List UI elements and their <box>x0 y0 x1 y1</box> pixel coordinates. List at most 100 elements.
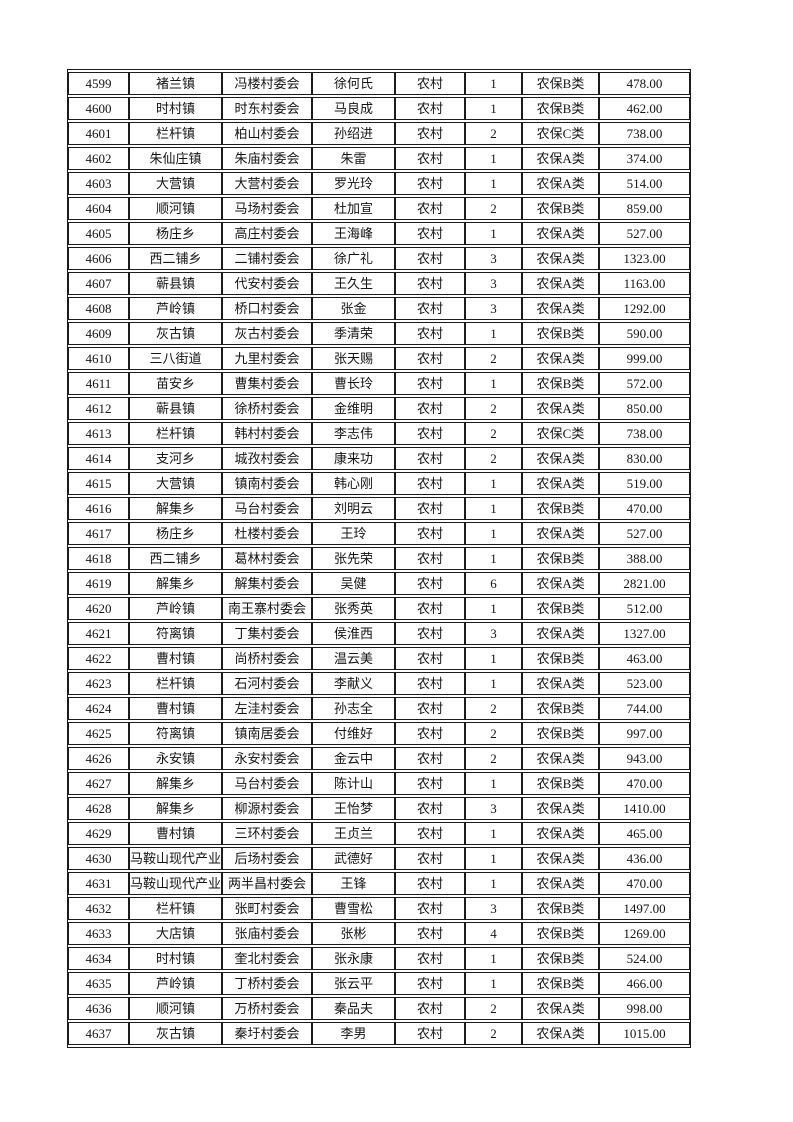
cell-insurance-category: 农保A类 <box>522 297 600 320</box>
cell-person-count: 1 <box>465 322 523 345</box>
cell-insurance-category: 农保C类 <box>522 122 600 145</box>
table-row: 4628 解集乡 柳源村委会 王怡梦 农村 3 农保A类 1410.00 <box>68 797 691 820</box>
cell-village-committee: 马场村委会 <box>222 197 313 220</box>
table-row: 4620 芦岭镇 南王寨村委会 张秀英 农村 1 农保B类 512.00 <box>68 597 691 620</box>
cell-record-number: 4614 <box>68 447 129 470</box>
cell-area-type: 农村 <box>395 122 466 145</box>
cell-town-name: 栏杆镇 <box>129 672 223 695</box>
cell-person-name: 王海峰 <box>312 222 396 245</box>
cell-record-number: 4629 <box>68 822 129 845</box>
table-row: 4634 时村镇 奎北村委会 张永康 农村 1 农保B类 524.00 <box>68 947 691 970</box>
cell-person-count: 2 <box>465 1022 523 1045</box>
cell-amount: 527.00 <box>599 522 691 545</box>
cell-village-committee: 徐桥村委会 <box>222 397 313 420</box>
cell-person-name: 李志伟 <box>312 422 396 445</box>
cell-record-number: 4618 <box>68 547 129 570</box>
cell-town-name: 芦岭镇 <box>129 297 223 320</box>
cell-village-committee: 二铺村委会 <box>222 247 313 270</box>
table-row: 4633 大店镇 张庙村委会 张彬 农村 4 农保B类 1269.00 <box>68 922 691 945</box>
cell-area-type: 农村 <box>395 547 466 570</box>
cell-town-name: 时村镇 <box>129 947 223 970</box>
cell-area-type: 农村 <box>395 497 466 520</box>
cell-town-name: 顺河镇 <box>129 197 223 220</box>
cell-town-name: 栏杆镇 <box>129 897 223 920</box>
cell-village-committee: 两半昌村委会 <box>222 872 313 895</box>
cell-record-number: 4611 <box>68 372 129 395</box>
social-insurance-table: 4599 褚兰镇 冯楼村委会 徐何氏 农村 1 农保B类 478.00 4600 时村镇 时东村委会… <box>67 69 692 1048</box>
cell-insurance-category: 农保A类 <box>522 872 600 895</box>
cell-person-count: 1 <box>465 372 523 395</box>
cell-area-type: 农村 <box>395 372 466 395</box>
cell-person-count: 1 <box>465 772 523 795</box>
cell-insurance-category: 农保B类 <box>522 497 600 520</box>
cell-person-name: 武德好 <box>312 847 396 870</box>
cell-area-type: 农村 <box>395 472 466 495</box>
cell-insurance-category: 农保B类 <box>522 647 600 670</box>
cell-record-number: 4608 <box>68 297 129 320</box>
table-row: 4635 芦岭镇 丁桥村委会 张云平 农村 1 农保B类 466.00 <box>68 972 691 995</box>
cell-person-count: 2 <box>465 397 523 420</box>
table-row: 4625 符离镇 镇南居委会 付维好 农村 2 农保B类 997.00 <box>68 722 691 745</box>
cell-town-name: 褚兰镇 <box>129 72 223 95</box>
cell-person-count: 1 <box>465 72 523 95</box>
table-row: 4619 解集乡 解集村委会 吴健 农村 6 农保A类 2821.00 <box>68 572 691 595</box>
cell-area-type: 农村 <box>395 97 466 120</box>
cell-insurance-category: 农保A类 <box>522 997 600 1020</box>
cell-person-name: 韩心刚 <box>312 472 396 495</box>
cell-town-name: 朱仙庄镇 <box>129 147 223 170</box>
cell-insurance-category: 农保B类 <box>522 897 600 920</box>
cell-town-name: 顺河镇 <box>129 997 223 1020</box>
cell-town-name: 蕲县镇 <box>129 397 223 420</box>
cell-village-committee: 曹集村委会 <box>222 372 313 395</box>
cell-amount: 744.00 <box>599 697 691 720</box>
cell-area-type: 农村 <box>395 922 466 945</box>
cell-insurance-category: 农保B类 <box>522 322 600 345</box>
cell-person-count: 1 <box>465 472 523 495</box>
cell-person-name: 罗光玲 <box>312 172 396 195</box>
cell-insurance-category: 农保A类 <box>522 172 600 195</box>
cell-insurance-category: 农保B类 <box>522 597 600 620</box>
cell-person-count: 1 <box>465 647 523 670</box>
cell-person-name: 张秀英 <box>312 597 396 620</box>
cell-amount: 478.00 <box>599 72 691 95</box>
cell-record-number: 4633 <box>68 922 129 945</box>
cell-village-committee: 柏山村委会 <box>222 122 313 145</box>
table-row: 4615 大营镇 镇南村委会 韩心刚 农村 1 农保A类 519.00 <box>68 472 691 495</box>
cell-person-count: 2 <box>465 997 523 1020</box>
cell-village-committee: 万桥村委会 <box>222 997 313 1020</box>
cell-person-name: 刘明云 <box>312 497 396 520</box>
cell-person-count: 1 <box>465 872 523 895</box>
cell-insurance-category: 农保B类 <box>522 547 600 570</box>
cell-area-type: 农村 <box>395 672 466 695</box>
cell-area-type: 农村 <box>395 972 466 995</box>
cell-amount: 998.00 <box>599 997 691 1020</box>
cell-area-type: 农村 <box>395 422 466 445</box>
cell-person-count: 2 <box>465 122 523 145</box>
cell-town-name: 解集乡 <box>129 797 223 820</box>
cell-village-committee: 马台村委会 <box>222 497 313 520</box>
cell-village-committee: 时东村委会 <box>222 97 313 120</box>
cell-record-number: 4619 <box>68 572 129 595</box>
cell-town-name: 符离镇 <box>129 622 223 645</box>
cell-area-type: 农村 <box>395 797 466 820</box>
cell-person-name: 温云美 <box>312 647 396 670</box>
cell-town-name: 芦岭镇 <box>129 972 223 995</box>
cell-town-name: 永安镇 <box>129 747 223 770</box>
cell-amount: 523.00 <box>599 672 691 695</box>
cell-area-type: 农村 <box>395 72 466 95</box>
cell-person-count: 6 <box>465 572 523 595</box>
cell-person-count: 1 <box>465 672 523 695</box>
cell-person-count: 3 <box>465 297 523 320</box>
cell-person-name: 杜加宣 <box>312 197 396 220</box>
cell-insurance-category: 农保B类 <box>522 722 600 745</box>
table-row: 4609 灰古镇 灰古村委会 季清荣 农村 1 农保B类 590.00 <box>68 322 691 345</box>
table-row: 4621 符离镇 丁集村委会 侯淮西 农村 3 农保A类 1327.00 <box>68 622 691 645</box>
cell-insurance-category: 农保A类 <box>522 1022 600 1045</box>
cell-person-count: 3 <box>465 897 523 920</box>
cell-person-name: 曹长玲 <box>312 372 396 395</box>
cell-insurance-category: 农保A类 <box>522 622 600 645</box>
cell-village-committee: 代安村委会 <box>222 272 313 295</box>
cell-amount: 470.00 <box>599 872 691 895</box>
cell-village-committee: 奎北村委会 <box>222 947 313 970</box>
cell-town-name: 栏杆镇 <box>129 122 223 145</box>
